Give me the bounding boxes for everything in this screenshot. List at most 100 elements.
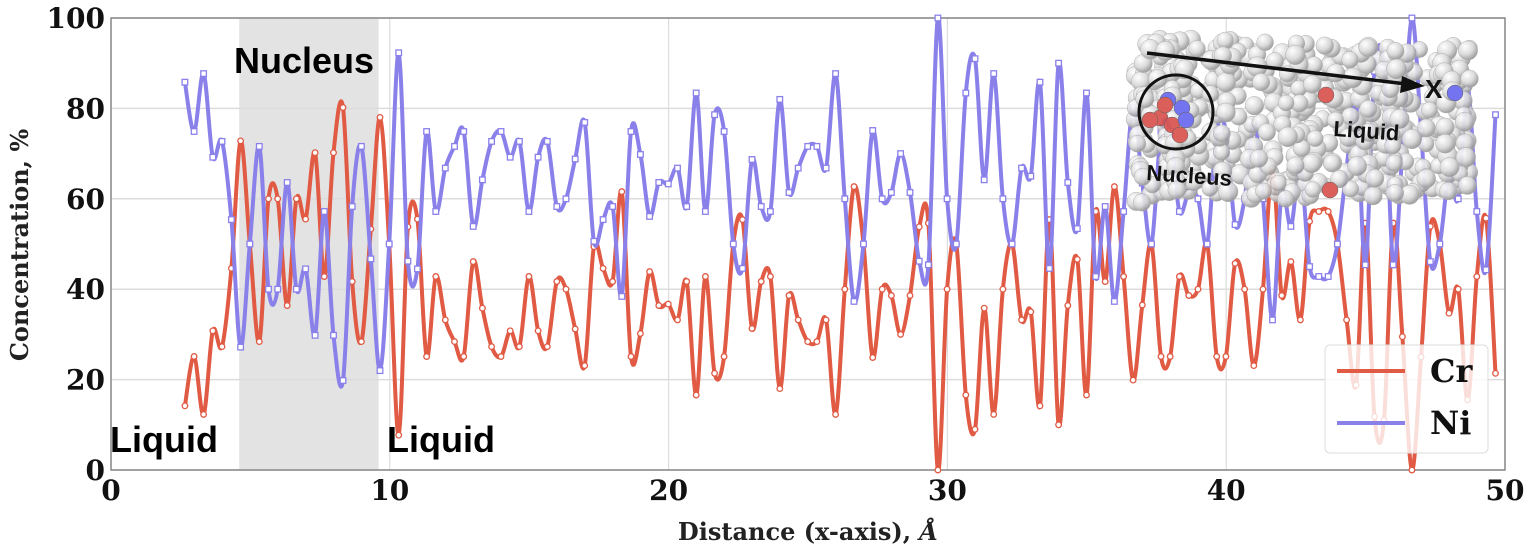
marker-cr bbox=[1296, 316, 1304, 324]
marker-cr bbox=[1175, 273, 1183, 280]
marker-ni bbox=[1045, 264, 1053, 272]
marker-cr bbox=[218, 343, 226, 351]
marker-ni bbox=[1454, 195, 1462, 203]
atom bbox=[1215, 72, 1236, 93]
marker-ni bbox=[683, 203, 691, 210]
marker-ni bbox=[1231, 221, 1239, 229]
marker-ni bbox=[1287, 222, 1295, 230]
marker-cr bbox=[432, 273, 440, 280]
marker-cr bbox=[674, 316, 681, 324]
marker-ni bbox=[1426, 258, 1434, 266]
marker-cr bbox=[330, 149, 337, 157]
atom bbox=[1458, 176, 1477, 195]
marker-cr bbox=[488, 343, 496, 351]
marker-cr bbox=[934, 466, 942, 474]
x-direction-arrow bbox=[1146, 51, 1416, 87]
marker-ni bbox=[497, 128, 505, 135]
marker-ni bbox=[739, 264, 746, 272]
marker-cr bbox=[711, 369, 719, 377]
line-cr bbox=[182, 99, 1498, 473]
atom bbox=[1217, 181, 1239, 202]
marker-ni bbox=[813, 142, 821, 150]
marker-cr bbox=[1315, 208, 1323, 215]
marker-cr bbox=[265, 195, 272, 203]
marker-ni bbox=[860, 240, 867, 248]
marker-ni bbox=[227, 216, 235, 224]
marker-cr bbox=[525, 273, 533, 280]
marker-ni bbox=[934, 14, 942, 22]
marker-ni bbox=[265, 285, 272, 293]
marker-ni bbox=[1018, 164, 1026, 172]
marker-ni bbox=[627, 128, 635, 135]
marker-cr bbox=[553, 278, 561, 285]
marker-ni bbox=[869, 127, 877, 134]
marker-ni bbox=[590, 237, 598, 245]
marker-cr bbox=[841, 285, 849, 293]
marker-ni bbox=[757, 203, 765, 210]
atom-cr bbox=[1141, 111, 1159, 129]
marker-ni bbox=[506, 153, 514, 161]
marker-cr bbox=[190, 353, 198, 360]
arrowhead-icon bbox=[1400, 76, 1425, 93]
atom bbox=[1213, 143, 1230, 161]
marker-cr bbox=[302, 215, 310, 223]
atom bbox=[1455, 111, 1475, 132]
x-axis-label: Distance (x-axis), Å bbox=[678, 517, 938, 546]
marker-cr bbox=[878, 285, 886, 293]
atom bbox=[1358, 38, 1378, 57]
marker-cr bbox=[636, 330, 644, 337]
marker-ni bbox=[618, 292, 626, 300]
marker-cr bbox=[255, 338, 263, 346]
marker-ni bbox=[1175, 208, 1183, 215]
marker-ni bbox=[348, 203, 356, 210]
marker-ni bbox=[1064, 179, 1072, 186]
annotation-liquid-right: Liquid bbox=[387, 419, 495, 460]
marker-cr bbox=[181, 402, 189, 410]
marker-ni bbox=[1148, 240, 1155, 248]
marker-cr bbox=[962, 391, 970, 399]
atom bbox=[1315, 36, 1334, 55]
x-tick-label: 0 bbox=[101, 474, 120, 507]
marker-cr bbox=[832, 410, 840, 418]
marker-cr bbox=[1055, 421, 1063, 429]
y-tick-label: 40 bbox=[66, 273, 105, 306]
atom bbox=[1201, 180, 1219, 197]
legend-cr-label: Cr bbox=[1430, 352, 1473, 390]
marker-cr bbox=[785, 292, 793, 299]
marker-ni bbox=[1473, 208, 1481, 215]
atom bbox=[1286, 156, 1305, 175]
marker-ni bbox=[395, 49, 403, 57]
marker-ni bbox=[1436, 240, 1444, 248]
atom bbox=[1269, 174, 1287, 192]
marker-ni bbox=[832, 70, 840, 78]
inset-liquid-label: Liquid bbox=[1333, 116, 1401, 146]
marker-cr bbox=[320, 273, 328, 280]
marker-ni bbox=[413, 265, 421, 273]
plot-frame bbox=[110, 17, 1506, 471]
marker-ni bbox=[980, 176, 988, 184]
atom bbox=[1301, 153, 1322, 174]
marker-ni bbox=[525, 208, 533, 215]
marker-cr bbox=[1018, 316, 1026, 324]
atom bbox=[1416, 169, 1436, 189]
marker-ni bbox=[887, 189, 895, 196]
marker-ni bbox=[878, 195, 886, 203]
atom bbox=[1386, 58, 1407, 80]
marker-cr bbox=[1473, 273, 1481, 280]
marker-ni bbox=[311, 331, 319, 339]
y-tick-label: 60 bbox=[66, 183, 105, 216]
marker-ni bbox=[237, 343, 245, 351]
atom bbox=[1326, 63, 1346, 83]
atom-cr bbox=[1171, 126, 1189, 144]
marker-cr bbox=[627, 353, 635, 360]
marker-ni bbox=[1110, 297, 1118, 305]
marker-ni bbox=[943, 195, 951, 203]
marker-cr bbox=[534, 327, 542, 335]
marker-cr bbox=[683, 278, 691, 285]
atom bbox=[1257, 123, 1276, 142]
marker-ni bbox=[990, 70, 998, 78]
marker-ni bbox=[897, 150, 905, 158]
atom bbox=[1306, 130, 1324, 147]
marker-ni bbox=[543, 137, 551, 145]
